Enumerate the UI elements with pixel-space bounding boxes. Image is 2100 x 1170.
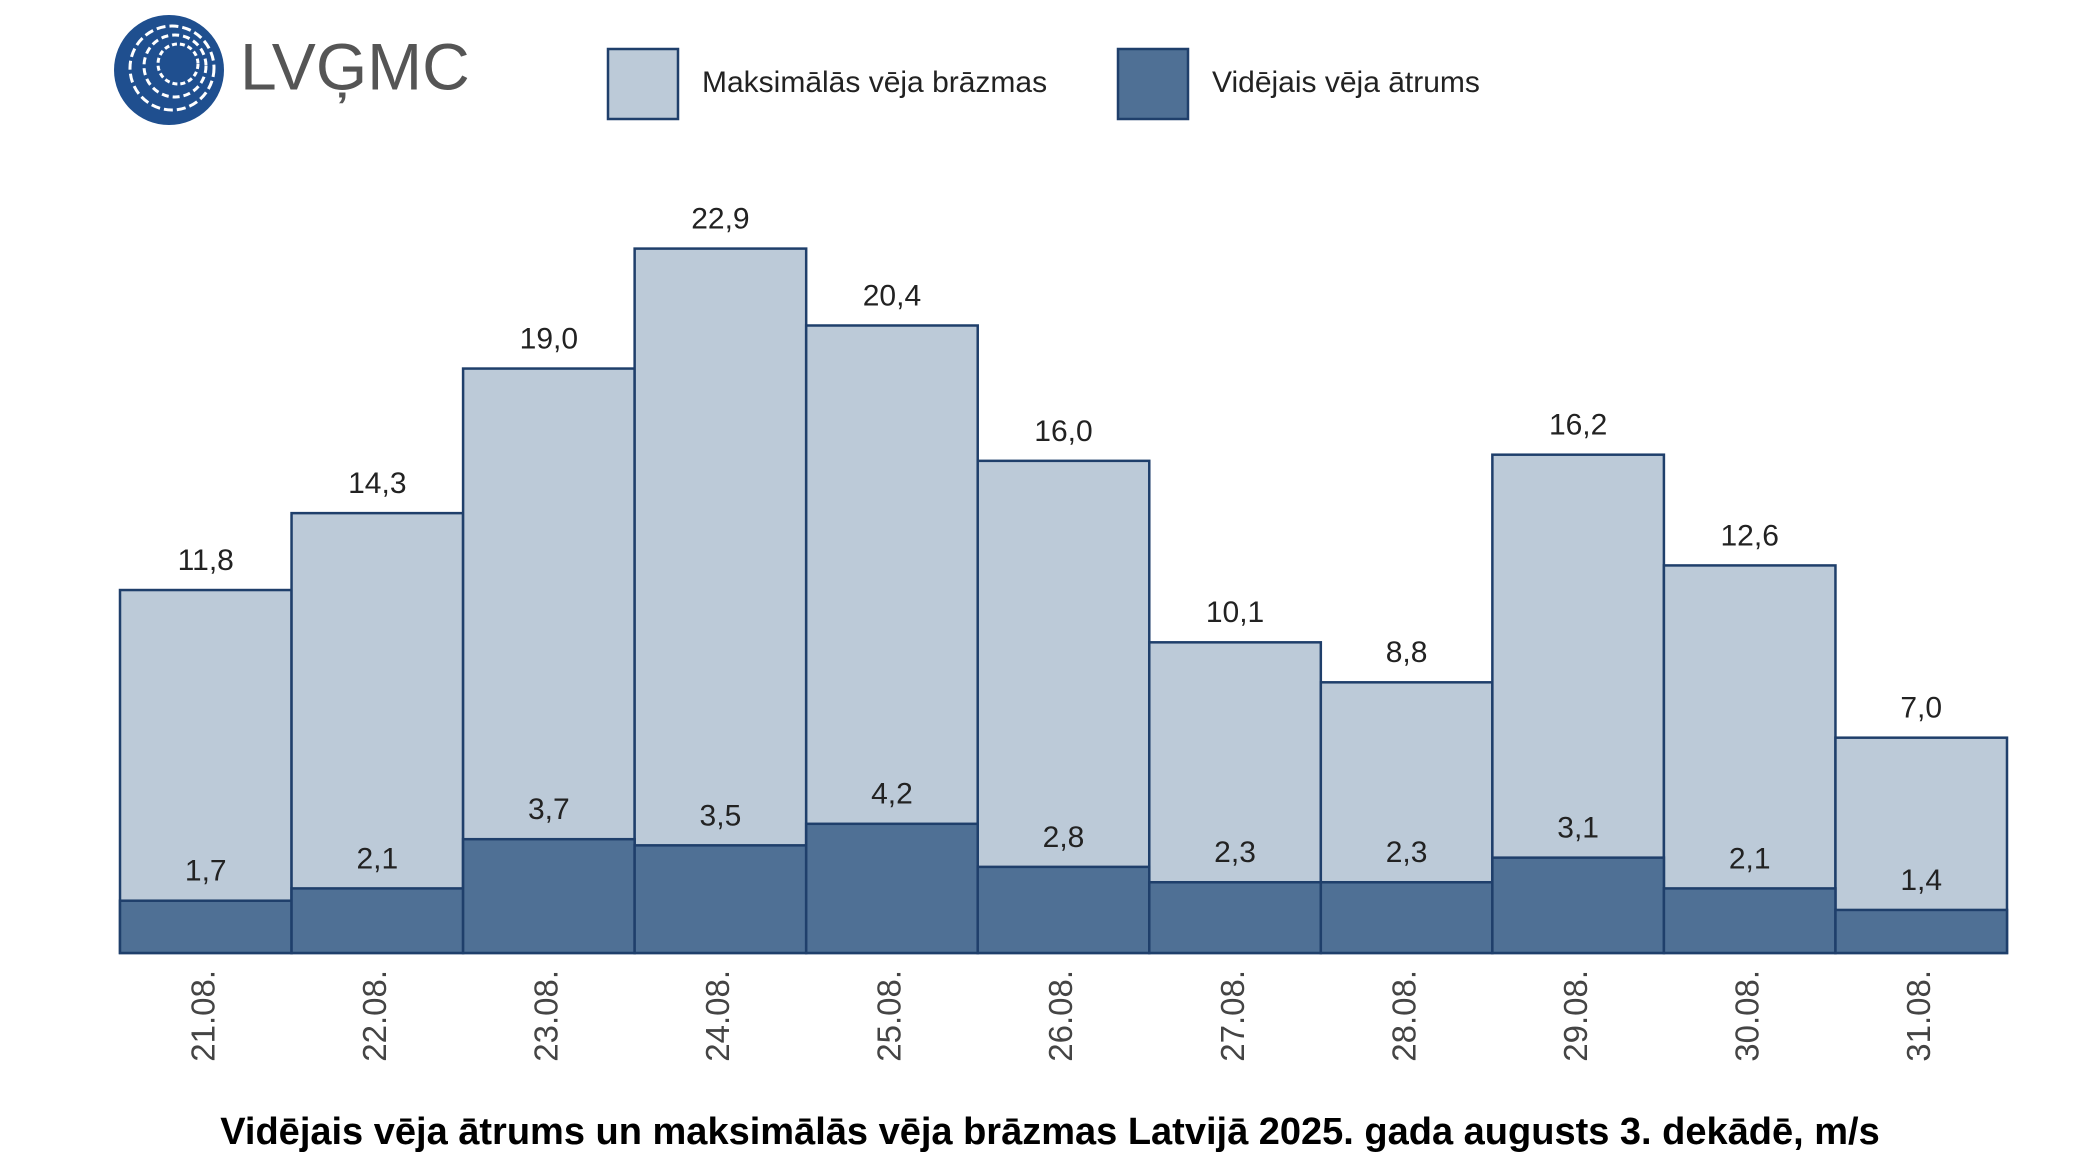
- x-tick-label: 31.08.: [1900, 970, 1937, 1062]
- data-label: 2,3: [1214, 836, 1256, 869]
- bar: [804, 822, 979, 955]
- data-label: 22,9: [691, 203, 749, 236]
- data-label: 2,3: [1386, 836, 1428, 869]
- x-tick-label: 22.08.: [356, 970, 393, 1062]
- data-label: 16,0: [1034, 415, 1092, 448]
- bar: [633, 844, 808, 955]
- data-label: 4,2: [871, 778, 913, 811]
- data-label: 14,3: [348, 467, 406, 500]
- bar: [976, 865, 1151, 955]
- bar: [118, 588, 293, 955]
- data-label: 16,2: [1549, 409, 1607, 442]
- bar: [1834, 908, 2009, 955]
- data-label: 11,8: [178, 544, 234, 577]
- data-label: 2,1: [1729, 842, 1771, 875]
- bar: [290, 511, 465, 955]
- bar: [633, 247, 808, 955]
- bar: [1491, 856, 1666, 955]
- x-tick-label: 28.08.: [1385, 970, 1422, 1062]
- x-tick-label: 21.08.: [184, 970, 221, 1062]
- data-label: 2,8: [1043, 821, 1085, 854]
- data-label: 3,1: [1557, 812, 1599, 845]
- data-label: 1,4: [1900, 864, 1942, 897]
- data-label: 10,1: [1206, 596, 1264, 629]
- logo-mark: [114, 15, 224, 125]
- chart-title: Vidējais vēja ātrums un maksimālās vēja …: [220, 1111, 1879, 1153]
- data-label: 20,4: [863, 279, 921, 312]
- legend-swatch: [606, 47, 680, 121]
- data-label: 19,0: [520, 322, 578, 355]
- legend-label: Vidējais vēja ātrums: [1212, 66, 1480, 99]
- bar: [1319, 881, 1494, 955]
- x-tick-label: 30.08.: [1728, 970, 1765, 1062]
- data-label: 3,5: [700, 799, 742, 832]
- logo-text: LVĢMC: [240, 29, 470, 103]
- bar: [290, 887, 465, 955]
- x-tick-label: 23.08.: [528, 970, 565, 1062]
- legend-label: Maksimālās vēja brāzmas: [702, 66, 1047, 99]
- x-tick-label: 26.08.: [1042, 970, 1079, 1062]
- data-label: 3,7: [528, 793, 570, 826]
- bar: [1148, 881, 1323, 955]
- x-tick-label: 27.08.: [1214, 970, 1251, 1062]
- data-label: 12,6: [1720, 519, 1778, 552]
- legend-swatch: [1116, 47, 1190, 121]
- x-tick-label: 25.08.: [871, 970, 908, 1062]
- bar: [118, 899, 293, 955]
- x-tick-label: 24.08.: [699, 970, 736, 1062]
- data-label: 7,0: [1900, 692, 1942, 725]
- data-label: 1,7: [185, 855, 227, 888]
- x-tick-label: 29.08.: [1557, 970, 1594, 1062]
- bar: [1662, 887, 1837, 955]
- data-label: 2,1: [356, 842, 398, 875]
- bar: [461, 837, 636, 955]
- data-label: 8,8: [1386, 636, 1428, 669]
